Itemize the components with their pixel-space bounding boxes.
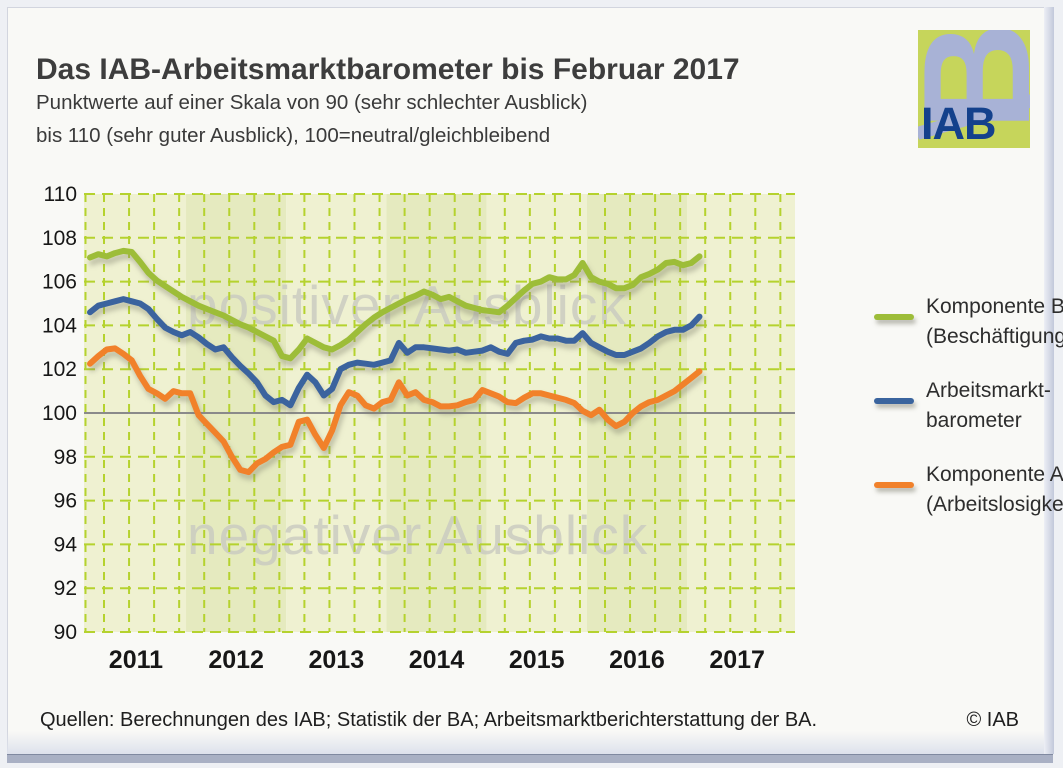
subtitle-line-2: bis 110 (sehr guter Ausblick), 100=neutr… <box>36 124 551 147</box>
series-line-arbeitsmarktbarometer <box>87 296 703 409</box>
legend-label-barometer: Arbeitsmarkt- barometer <box>926 376 1051 436</box>
series-line-komponente-b <box>87 247 703 362</box>
legend-item-barometer: Arbeitsmarkt- barometer <box>862 376 1052 436</box>
legend-swatch-barometer <box>874 398 914 404</box>
x-tick-label: 2014 <box>409 646 465 674</box>
legend-label-komponente-a: Komponente A (Arbeitslosigkeit) <box>926 460 1063 520</box>
x-tick-label: 2012 <box>208 646 264 674</box>
x-tick-label: 2015 <box>509 646 565 674</box>
chart-subtitle: Punktwerte auf einer Skala von 90 (sehr … <box>36 86 796 152</box>
legend-swatch-komponente-b <box>874 314 914 320</box>
logo-iab-text: IAB <box>921 98 996 148</box>
y-tick-label: 92 <box>54 577 77 600</box>
y-tick-label: 108 <box>42 227 77 250</box>
axis-tick-labels: 110 108 106 104 102 100 98 96 94 92 90 2011 2012 2013… <box>42 183 765 674</box>
legend-item-komponente-a: Komponente A (Arbeitslosigkeit) <box>862 460 1063 520</box>
x-tick-label: 2016 <box>609 646 665 674</box>
iab-logo: B IAB <box>918 30 1030 148</box>
legend-label-line: Komponente A <box>926 463 1063 486</box>
y-tick-label: 90 <box>54 621 77 644</box>
x-tick-label: 2017 <box>709 646 765 674</box>
legend-label-line: Arbeitsmarkt- <box>926 379 1051 402</box>
page-title: Das IAB-Arbeitsmarktbarometer bis Februa… <box>36 53 740 87</box>
y-tick-label: 104 <box>42 314 77 337</box>
series-lines <box>87 247 703 476</box>
series-line-komponente-a <box>87 345 703 476</box>
sources-note: Quellen: Berechnungen des IAB; Statistik… <box>40 709 818 731</box>
x-tick-label: 2013 <box>309 646 365 674</box>
legend-swatch-komponente-a <box>874 482 914 488</box>
legend-label-line: barometer <box>926 409 1022 432</box>
legend-item-komponente-b: Komponente B (Beschäftigung) <box>862 292 1063 352</box>
legend-label-line: (Beschäftigung) <box>926 325 1063 348</box>
watermark-negative: negativer Ausblick <box>187 504 648 566</box>
y-tick-label: 100 <box>42 402 77 425</box>
legend-label-line: (Arbeitslosigkeit) <box>926 493 1063 516</box>
y-tick-label: 102 <box>42 358 77 381</box>
legend-label-komponente-b: Komponente B (Beschäftigung) <box>926 292 1063 352</box>
legend-label-line: Komponente B <box>926 295 1063 318</box>
slide-right-edge <box>1044 7 1054 754</box>
gridlines <box>84 193 795 633</box>
y-tick-label: 96 <box>54 490 77 513</box>
y-tick-label: 94 <box>54 533 78 556</box>
copyright-note: © IAB <box>966 709 1019 731</box>
y-tick-label: 110 <box>44 183 77 206</box>
subtitle-line-1: Punktwerte auf einer Skala von 90 (sehr … <box>36 91 588 114</box>
x-tick-label: 2011 <box>109 646 163 674</box>
y-tick-label: 98 <box>54 446 77 469</box>
slide-bottom-fade <box>7 731 1053 754</box>
y-tick-label: 106 <box>42 271 77 294</box>
slide-bottom-edge <box>7 754 1053 763</box>
chart-legend: Komponente B (Beschäftigung) Arbeitsmark… <box>862 292 1063 544</box>
